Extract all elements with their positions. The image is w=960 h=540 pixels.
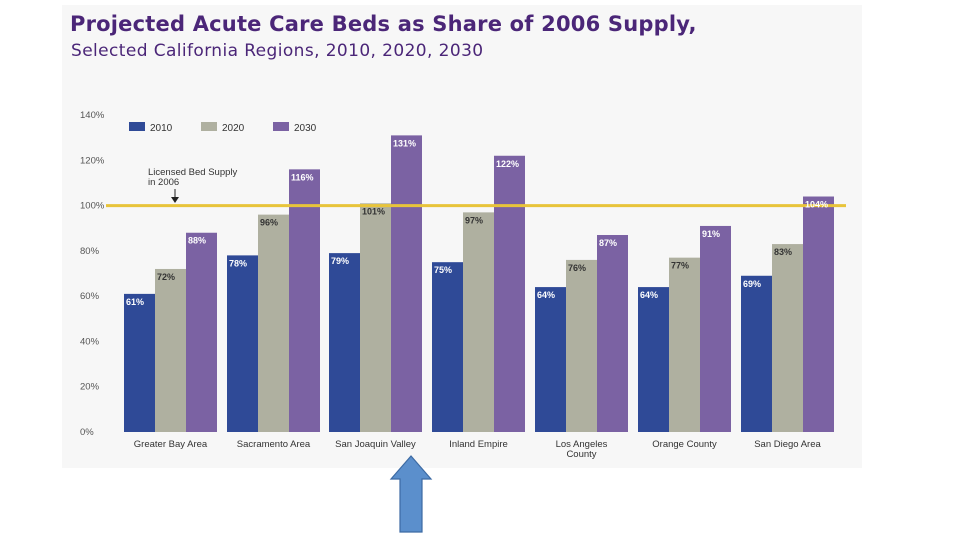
y-tick-label: 100% [80,201,105,212]
bar-2030 [803,196,834,432]
legend-swatch-2030 [273,122,289,131]
bar-2030 [700,225,731,432]
annotation-arrowhead [171,197,179,203]
bar-2010 [124,293,155,432]
data-label: 69% [743,279,761,289]
bar-groups [124,135,834,433]
bar-2030 [494,155,525,432]
data-label: 96% [260,218,278,228]
data-label: 76% [568,263,586,273]
bar-2010 [329,253,360,432]
y-tick-label: 0% [80,427,94,438]
bar-2030 [289,169,320,433]
legend: 2010 2020 2030 [129,122,317,134]
bar-2020 [669,257,700,432]
y-axis: 0% 20% 40% 60% 80% 100% 120% 140% [80,110,105,438]
data-label: 116% [291,172,314,182]
legend-label-2020: 2020 [222,123,245,134]
y-tick-label: 120% [80,155,105,166]
x-tick-label: Inland Empire [449,439,508,450]
x-tick-label: San Joaquin Valley [335,439,416,450]
x-tick-label: San Diego Area [754,439,821,450]
bar-2010 [227,255,258,432]
data-label: 72% [157,272,175,282]
legend-label-2010: 2010 [150,123,173,134]
data-label: 122% [496,159,519,169]
y-tick-label: 20% [80,382,100,393]
data-label: 104% [805,200,828,210]
data-label: 131% [393,138,416,148]
data-label: 61% [126,297,144,307]
x-tick-label: Greater Bay Area [134,439,208,450]
arrow-shape [389,455,433,533]
data-label: 64% [640,290,658,300]
y-tick-label: 80% [80,246,100,257]
bar-2010 [741,275,772,432]
legend-swatch-2020 [201,122,217,131]
data-label: 97% [465,215,483,225]
data-label: 83% [774,247,792,257]
x-tick-label: Orange County [652,439,717,450]
x-tick-label: Los Angeles County [556,439,608,460]
bar-2020 [463,212,494,432]
x-axis: Greater Bay Area Sacramento Area San Joaqu… [134,439,822,460]
data-label: 88% [188,236,206,246]
chart-title: Projected Acute Care Beds as Share of 20… [70,12,697,36]
y-tick-label: 40% [80,336,100,347]
bar-2010 [638,287,669,432]
bar-2020 [566,259,597,432]
bar-2030 [391,135,422,432]
data-label: 101% [362,206,385,216]
legend-swatch-2010 [129,122,145,131]
x-tick-label: Sacramento Area [237,439,311,450]
data-label: 77% [671,261,689,271]
reference-line-label: Licensed Bed Supply in 2006 [148,167,238,188]
data-label: 78% [229,258,247,268]
data-label: 91% [702,229,720,239]
bar-2030 [186,232,217,432]
bar-2030 [597,235,628,432]
data-label: 75% [434,265,452,275]
chart-subtitle: Selected California Regions, 2010, 2020,… [71,41,484,61]
data-label: 87% [599,238,617,248]
data-label: 79% [331,256,349,266]
bar-2010 [535,287,566,432]
reference-line: Licensed Bed Supply in 2006 [106,167,846,208]
bar-2020 [155,268,186,432]
data-labels: 61% 78% 79% 75% 64% 64% 69% 72% 96% 101% 97% 76% 77%… [126,138,828,307]
bar-2010 [432,262,463,432]
data-label: 64% [537,290,555,300]
y-tick-label: 140% [80,110,105,121]
bar-2020 [258,214,289,432]
bar-2020 [772,244,803,432]
legend-label-2030: 2030 [294,123,317,134]
bar-2020 [360,203,391,432]
y-tick-label: 60% [80,291,100,302]
